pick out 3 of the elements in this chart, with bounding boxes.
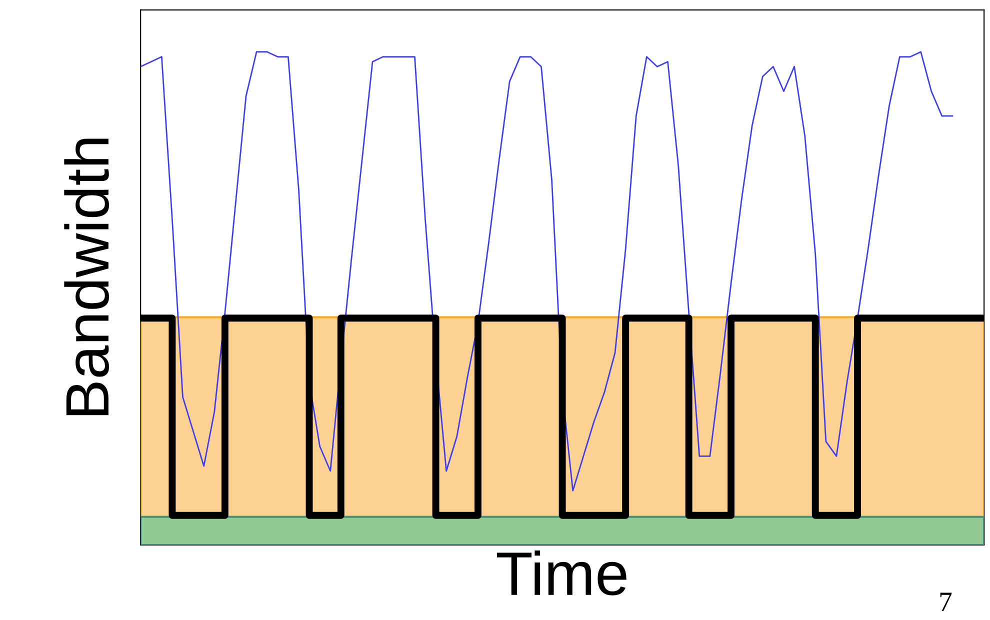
x-axis-title: Time [496,550,626,596]
text: 7 [940,592,952,611]
y-axis-title: Bandwidth [64,138,110,416]
